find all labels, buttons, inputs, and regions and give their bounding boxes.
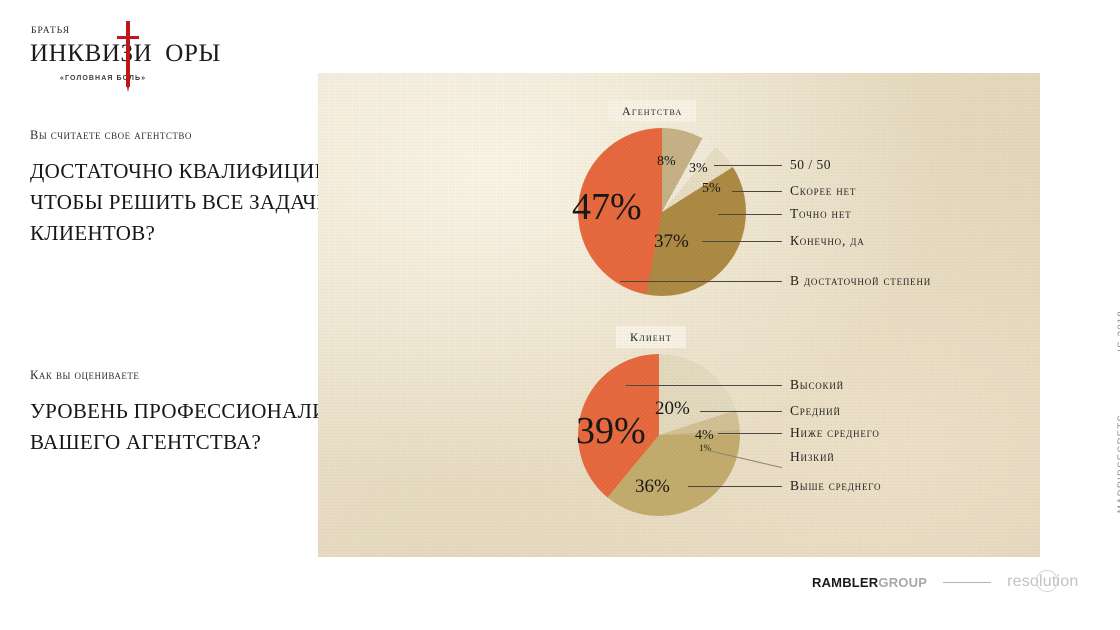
pie-value-4: 4% <box>695 428 714 443</box>
leader-line-v-dostatochnoy <box>620 281 782 282</box>
pie-value-37: 37% <box>654 231 689 252</box>
question-block-client: Как вы оцениваете УРОВЕНЬ ПРОФЕССИОНАЛИЗ… <box>30 368 500 458</box>
chart-title-badge: Агентства <box>608 100 697 122</box>
footer-divider <box>943 581 992 583</box>
logo-top-line: Братья <box>31 26 71 36</box>
category-label-konechno-da: Конечно, да <box>790 233 865 248</box>
category-label-tochno-net: Точно нет <box>790 206 852 221</box>
cross-tip-icon <box>126 82 130 92</box>
category-label-50-50: 50 / 50 <box>790 157 832 172</box>
leader-line-nizhe-srednego <box>718 433 782 434</box>
resolution-ring-icon <box>1036 570 1059 592</box>
rambler-bold-text: RAMBLER <box>812 574 879 590</box>
question-line-2: ВАШЕГО АГЕНТСТВА? <box>30 430 262 454</box>
logo-wordmark: ИНКВИЗИ ОРЫ <box>30 20 260 92</box>
category-label-nizhe-srednego: Ниже среднего <box>790 425 880 440</box>
pie-slices <box>578 128 746 296</box>
pie-value-5: 5% <box>702 181 721 196</box>
side-brand-text: MADRIDSECRETS <box>1116 413 1120 514</box>
leader-line-sredniy <box>700 411 782 412</box>
pie-value-8: 8% <box>657 154 676 169</box>
leader-line-tochno-net <box>718 214 782 215</box>
question-kicker: Вы считаете свое агентство <box>30 128 192 142</box>
question-line-3: КЛИЕНТОВ? <box>30 221 156 245</box>
category-label-v-dostatochnoy: В достаточной степени <box>790 273 932 288</box>
question-line-1: УРОВЕНЬ ПРОФЕССИОНАЛИЗМА <box>30 399 373 423</box>
category-label-nizkiy: Низкий <box>790 449 835 464</box>
pie-value-3: 3% <box>689 161 708 176</box>
question-headline: УРОВЕНЬ ПРОФЕССИОНАЛИЗМА ВАШЕГО АГЕНТСТВ… <box>30 396 500 458</box>
resolution-logo: resolution <box>1007 570 1078 592</box>
logo-word-part1: ИНКВИЗИ <box>30 39 153 67</box>
chart-title-badge: Клиент <box>616 326 686 348</box>
leader-line-vyshe-srednego <box>688 486 782 487</box>
category-label-vyshe-srednego: Выше среднего <box>790 478 882 493</box>
leader-line-50-50 <box>714 165 782 166</box>
brand-logo: Братья ИНКВИЗИ ОРЫ «ГОЛОВНАЯ БОЛЬ» <box>30 20 260 92</box>
pie-value-1: 1% <box>699 443 711 453</box>
pie-canvas-agency: 47% 8% 3% 5% 37% 50 / 50 Скорее нет Точн… <box>572 128 930 296</box>
category-label-skoree-net: Скорее нет <box>790 183 857 198</box>
rambler-group-logo: RAMBLERGROUP <box>812 575 927 590</box>
footer-logos: RAMBLERGROUP resolution <box>812 570 1078 592</box>
leader-line-skoree-net <box>732 191 782 192</box>
logo-word-part2: ОРЫ <box>165 39 221 67</box>
leader-line-vysokiy <box>626 385 782 386</box>
cross-dagger-icon <box>117 20 139 87</box>
side-credit: MADRIDSECRETS IS 2018 <box>1116 310 1120 513</box>
category-label-vysokiy: Высокий <box>790 377 844 392</box>
pie-value-47: 47% <box>572 186 642 228</box>
pie-value-20: 20% <box>655 398 690 419</box>
category-label-sredniy: Средний <box>790 403 841 418</box>
pie-value-36: 36% <box>635 476 670 497</box>
pie-slices <box>578 354 740 516</box>
logo-tagline: «ГОЛОВНАЯ БОЛЬ» <box>60 74 147 82</box>
side-year-text: IS 2018 <box>1116 310 1120 352</box>
pie-value-39: 39% <box>576 410 646 452</box>
rambler-light-text: GROUP <box>878 574 928 590</box>
pie-canvas-client: 39% 20% 4% 1% 36% Высокий Средний Ниже с… <box>576 354 881 516</box>
leader-line-konechno-da <box>702 241 782 242</box>
parchment-panel: Агентства 47% 8% 3% 5% 37% 50 / 50 Скоре… <box>318 73 1040 557</box>
question-kicker: Как вы оцениваете <box>30 368 140 382</box>
